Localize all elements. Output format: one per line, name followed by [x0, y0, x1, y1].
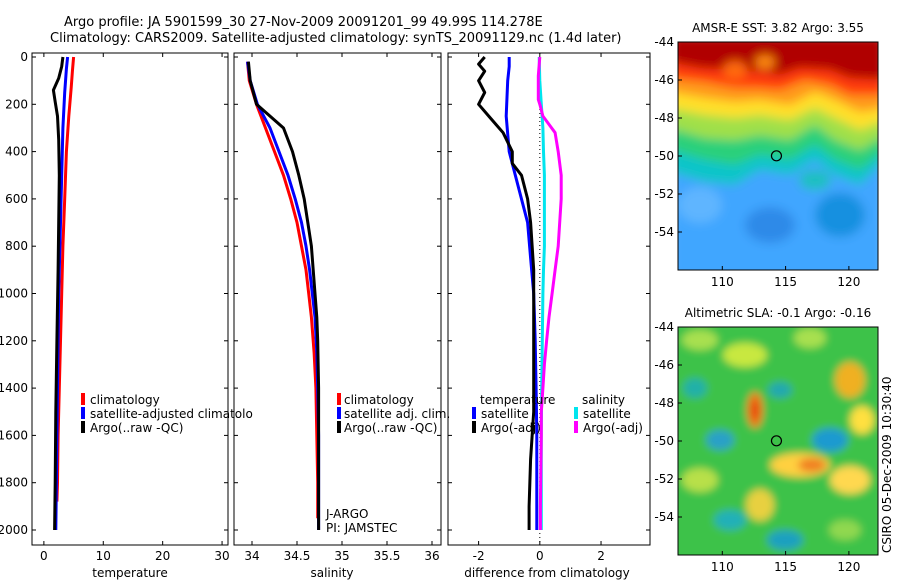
map-xtick-label-120: 120: [837, 560, 860, 574]
float-position-marker: [770, 435, 783, 447]
legend-label-satellite: satellite-adjusted climatolo: [90, 407, 253, 421]
ytick-label-800: 800: [5, 239, 28, 253]
series-line-salinity-argo-adj: [536, 56, 563, 530]
legend-swatch-argo: [337, 421, 341, 433]
ytick-label-0: 0: [20, 50, 28, 64]
series-line-temperature-argo-adj: [477, 56, 536, 530]
map-xtick-label-115: 115: [774, 275, 797, 289]
ytick-label-1600: 1600: [0, 428, 28, 442]
difference-axes-frame: [447, 52, 651, 546]
legend-swatch-temp-argo: [472, 421, 476, 433]
legend-header-salinity: salinity: [582, 393, 625, 407]
xtick-label-35-5: 35.5: [374, 549, 401, 563]
map-ytick-label-48: -48: [654, 111, 674, 125]
legend-label-argo: Argo(..raw -QC): [90, 421, 183, 435]
map-ytick-label-46: -46: [654, 358, 674, 372]
map-ytick-label-48: -48: [654, 396, 674, 410]
salinity-legend: climatology satellite adj. clim. Argo(..…: [337, 393, 450, 435]
map-ytick-label-44: -44: [654, 320, 674, 334]
ytick-label-1400: 1400: [0, 381, 28, 395]
xtick-label-20: 20: [155, 549, 170, 563]
legend-swatch-temp-satellite: [472, 407, 476, 419]
temperature-legend: climatology satellite-adjusted climatolo…: [81, 393, 253, 435]
header-line1: Argo profile: JA 5901599_30 27-Nov-2009 …: [64, 15, 543, 30]
legend-label-sal-argo: Argo(-adj): [583, 421, 643, 435]
legend-swatch-argo: [81, 421, 85, 433]
legend-swatch-sal-argo: [574, 421, 578, 433]
map-ytick-label-54: -54: [654, 510, 674, 524]
sst-map-panel: AMSR-E SST: 3.82 Argo: 3.55 110 115 120 -44: [654, 21, 879, 289]
ytick-label-2000: 2000: [0, 523, 28, 537]
annotation-j-argo: J-ARGO: [325, 507, 368, 521]
ytick-label-1800: 1800: [0, 476, 28, 490]
legend-label-temp-satellite: satellite: [481, 407, 529, 421]
difference-panel: -2 0 2 difference from climatology tempera…: [447, 52, 651, 580]
map-ytick-label-52: -52: [654, 187, 674, 201]
map-xtick-label-110: 110: [711, 275, 734, 289]
xtick-label-2: 2: [597, 549, 605, 563]
map-ytick-label-52: -52: [654, 472, 674, 486]
xtick-label-30: 30: [214, 549, 229, 563]
sla-map-title: Altimetric SLA: -0.1 Argo: -0.16: [685, 306, 872, 320]
header-line2: Climatology: CARS2009. Satellite-adjuste…: [50, 31, 622, 46]
ytick-label-1200: 1200: [0, 334, 28, 348]
sla-map-panel: Altimetric SLA: -0.1 Argo: -0.16: [654, 306, 879, 574]
map-ytick-label-44: -44: [654, 35, 674, 49]
xtick-label-36: 36: [424, 549, 439, 563]
temperature-axes-frame: [31, 52, 229, 546]
map-ytick-label-50: -50: [654, 149, 674, 163]
ytick-label-600: 600: [5, 192, 28, 206]
series-line-argo-raw-qc: [246, 61, 321, 530]
legend-swatch-sal-satellite: [574, 407, 578, 419]
legend-swatch-satellite: [81, 407, 85, 419]
legend-label-sal-satellite: satellite: [583, 407, 631, 421]
legend-swatch-climatology: [81, 393, 85, 405]
sst-heatmap-image: [678, 42, 878, 270]
series-line-climatology: [246, 61, 320, 519]
ytick-label-1000: 1000: [0, 287, 28, 301]
legend-label-climatology: climatology: [90, 393, 160, 407]
legend-swatch-climatology: [337, 393, 341, 405]
legend-label-argo: Argo(..raw -QC): [344, 421, 437, 435]
map-ytick-label-54: -54: [654, 225, 674, 239]
difference-xlabel: difference from climatology: [464, 566, 630, 580]
series-line-temperature-satellite: [504, 57, 539, 530]
xtick-label-0: 0: [536, 549, 544, 563]
map-xtick-label-115: 115: [774, 560, 797, 574]
legend-label-temp-argo: Argo(-adj): [481, 421, 541, 435]
legend-swatch-satellite: [337, 407, 341, 419]
map-xtick-label-120: 120: [837, 275, 860, 289]
xtick-label-2: -2: [473, 549, 485, 563]
ytick-label-200: 200: [5, 97, 28, 111]
salinity-axes-frame: [233, 52, 442, 546]
sst-map-title: AMSR-E SST: 3.82 Argo: 3.55: [692, 21, 864, 35]
map-ytick-label-50: -50: [654, 434, 674, 448]
xtick-label-34: 34: [244, 549, 259, 563]
difference-legend: temperature satellite Argo(-adj) salinit…: [472, 393, 643, 435]
xtick-label-0: 0: [40, 549, 48, 563]
annotation-pi: PI: JAMSTEC: [326, 521, 397, 535]
float-position-marker: [770, 150, 783, 162]
legend-label-climatology: climatology: [344, 393, 414, 407]
temperature-xlabel: temperature: [92, 566, 167, 580]
salinity-xlabel: salinity: [310, 566, 353, 580]
xtick-label-35: 35: [334, 549, 349, 563]
legend-header-temperature: temperature: [480, 393, 555, 407]
series-line-argo-raw-qc: [51, 56, 65, 531]
map-xtick-label-110: 110: [711, 560, 734, 574]
salinity-panel: 34 34.5 35 35.5 36 salinity climatology sate…: [233, 52, 450, 580]
xtick-label-10: 10: [96, 549, 111, 563]
ytick-label-400: 400: [5, 145, 28, 159]
map-ytick-label-46: -46: [654, 73, 674, 87]
credit-label: CSIRO 05-Dec-2009 10:30:40: [880, 376, 894, 553]
legend-label-satellite: satellite adj. clim.: [344, 407, 450, 421]
xtick-label-34-5: 34.5: [284, 549, 311, 563]
temperature-panel: 0 10 20 30 0 200 400 600 800 1000 1200 1400 1600 1800…: [0, 50, 253, 580]
sla-heatmap-image: [678, 327, 878, 555]
